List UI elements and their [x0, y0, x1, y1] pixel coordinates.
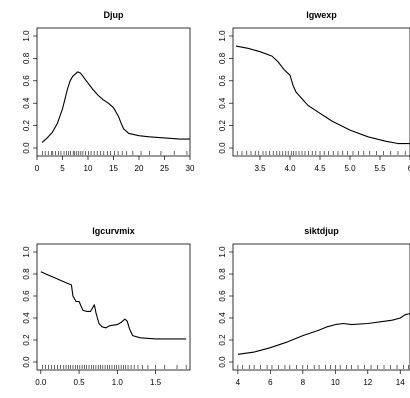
x-tick-label: 25 [160, 164, 169, 173]
x-tick-label: 0 [35, 164, 40, 173]
dependence-curve [235, 45, 410, 145]
x-tick-label: 1.0 [112, 378, 124, 387]
y-tick-label: 0.2 [218, 334, 227, 346]
x-tick-label: 6 [268, 378, 273, 387]
plot-frame [36, 243, 191, 371]
chart-title: siktdjup [304, 226, 339, 236]
y-tick-label: 1.0 [22, 30, 31, 42]
y-tick-label: 0.8 [218, 52, 227, 64]
y-tick-label: 0.2 [22, 119, 31, 131]
chart-panel-1: Djup 0.0 0.2 0.4 0.6 0.8 1.0 0 5 10 15 20 25 30 [22, 10, 195, 173]
y-tick-label: 0.4 [218, 97, 227, 109]
x-tick-label: 5.0 [344, 164, 356, 173]
plot-frame [232, 243, 410, 371]
x-tick-label: 5 [60, 164, 65, 173]
y-tick-label: 0.4 [22, 97, 31, 109]
y-tick-label: 1.0 [22, 246, 31, 258]
y-tick-label: 0.0 [22, 142, 31, 154]
y-tick-label: 0.8 [22, 268, 31, 280]
x-tick-label: 4.0 [284, 164, 296, 173]
x-tick-label: 15 [109, 164, 118, 173]
y-tick-label: 0.2 [218, 119, 227, 131]
chart-title: lgwexp [306, 10, 337, 20]
chart-panel-4: siktdjup 0.0 0.2 0.4 0.6 0.8 1.0 4 6 8 10 12 14 [218, 226, 410, 387]
y-tick-label: 0.4 [22, 312, 31, 324]
x-tick-label: 14 [396, 378, 405, 387]
y-tick-label: 0.2 [22, 334, 31, 346]
x-tick-label: 3.5 [254, 164, 266, 173]
plot-frame [232, 27, 410, 157]
x-tick-label: 30 [186, 164, 195, 173]
y-tick-label: 0.4 [218, 312, 227, 324]
y-tick-label: 0.0 [22, 356, 31, 368]
x-tick-label: 8 [301, 378, 306, 387]
y-tick-label: 0.8 [22, 52, 31, 64]
chart-panel-2: lgwexp 0.0 0.2 0.4 0.6 0.8 1.0 3.5 4.0 4.5 5.0 5.5 6 [218, 10, 410, 173]
y-tick-label: 0.6 [22, 75, 31, 87]
y-tick-label: 0.6 [218, 75, 227, 87]
x-tick-label: 10 [84, 164, 93, 173]
y-tick-label: 0.8 [218, 268, 227, 280]
x-tick-label: 10 [331, 378, 340, 387]
y-tick-label: 0.0 [218, 356, 227, 368]
x-tick-label: 1.5 [150, 378, 162, 387]
x-tick-label: 20 [135, 164, 144, 173]
x-tick-label: 12 [363, 378, 372, 387]
x-tick-label: 4.5 [314, 164, 326, 173]
dependence-curve [41, 71, 190, 143]
plot-frame [36, 27, 191, 157]
y-tick-label: 1.0 [218, 30, 227, 42]
x-tick-label: 4 [236, 378, 241, 387]
y-tick-label: 0.6 [218, 290, 227, 302]
y-tick-label: 0.0 [218, 142, 227, 154]
chart-panel-3: lgcurvmix 0.0 0.2 0.4 0.6 0.8 1.0 0.0 0.5 1.0 1.5 [22, 226, 191, 387]
x-tick-label: 6 [408, 164, 410, 173]
y-tick-label: 1.0 [218, 246, 227, 258]
y-tick-label: 0.6 [22, 290, 31, 302]
dependence-curve [40, 271, 187, 340]
x-tick-label: 0.0 [35, 378, 47, 387]
dependence-curve [237, 313, 410, 355]
chart-title: Djup [104, 10, 124, 20]
chart-title: lgcurvmix [92, 226, 135, 236]
x-tick-label: 0.5 [74, 378, 86, 387]
x-tick-label: 5.5 [374, 164, 386, 173]
